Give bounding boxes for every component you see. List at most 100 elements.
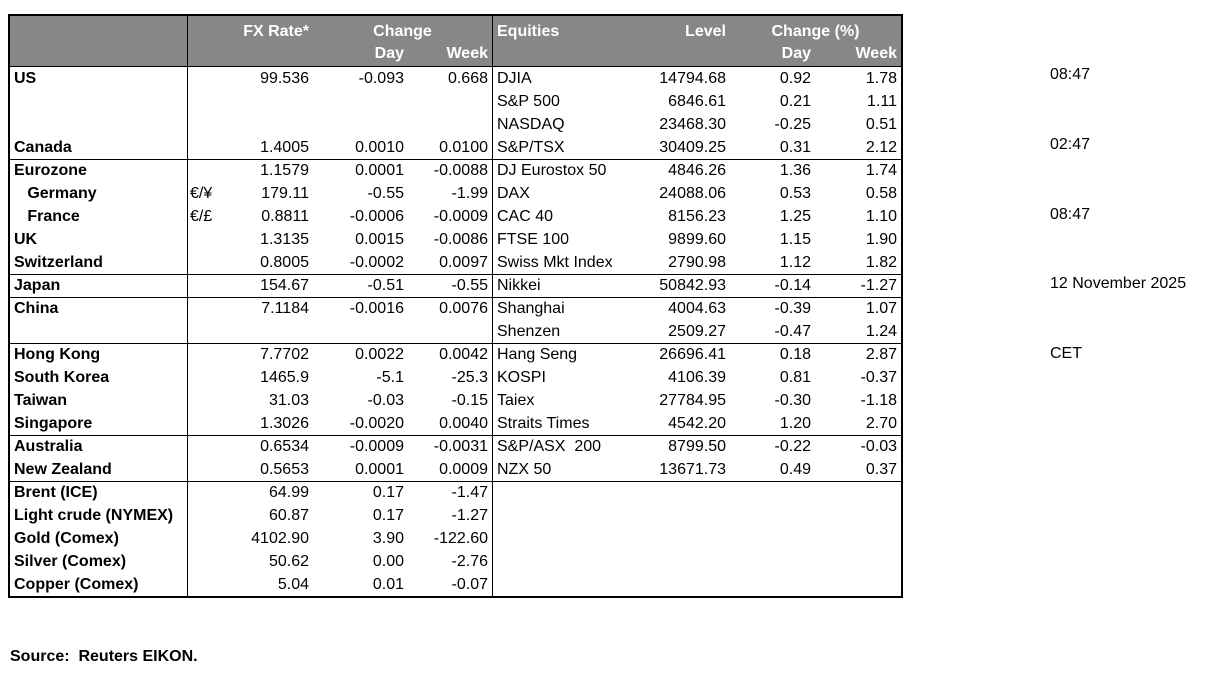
cell-eq-week: 1.78 [865,69,897,87]
cell-pair [188,228,217,251]
cell-level: 13671.73 [659,460,726,478]
cell-fx: 1.3026 [260,414,309,432]
cell-pair [188,436,217,458]
cell-level: 14794.68 [659,69,726,87]
cell-label: Copper (Comex) [10,573,188,596]
cell-pair [188,527,217,550]
cell-fx-week: -2.76 [451,552,488,570]
header-level-empty [636,42,730,66]
table-row: Eurozone 1.1579 0.0001 -0.0088 DJ Eurostox 5… [10,159,901,182]
cell-pair [188,504,217,527]
cell-level [636,504,730,527]
time-secondary: 02:47 [1050,136,1091,154]
cell-eq [492,573,636,596]
cell-fx-day: 0.17 [372,506,404,524]
cell-fx-day [313,113,408,136]
cell-fx-week: -0.0086 [433,230,488,248]
cell-pair [188,550,217,573]
cell-eq-day: 0.31 [779,138,811,156]
cell-eq: S&P 500 [492,90,636,113]
cell-eq-week: 2.12 [865,138,897,156]
table-row: Silver (Comex) 50.62 0.00 -2.76 [10,550,901,573]
cell-eq-day: 0.92 [779,69,811,87]
header-equities: Equities [492,16,636,42]
cell-fx: 0.8005 [260,253,309,271]
cell-fx-day: -0.0009 [349,438,404,455]
cell-label: Japan [10,275,188,297]
header-corner-cell-2 [10,42,188,66]
cell-level: 23468.30 [659,115,726,133]
cell-eq-week: 1.90 [865,230,897,248]
cell-level: 4106.39 [668,368,726,386]
cell-fx-week: -1.27 [451,506,488,524]
cell-fx: 1.1579 [260,162,309,179]
cell-label: Gold (Comex) [10,527,188,550]
cell-label: Light crude (NYMEX) [10,504,188,527]
cell-level: 4542.20 [668,414,726,432]
cell-fx-day: 0.0001 [355,162,404,179]
cell-eq-week [815,573,901,596]
cell-level: 4846.26 [668,162,726,179]
cell-fx: 1.4005 [260,138,309,156]
time-local: 08:47 [1050,66,1091,84]
cell-eq-day: 0.81 [779,368,811,386]
cell-fx-day: -0.0016 [349,300,404,317]
cell-fx-week: -1.99 [451,184,488,202]
cell-fx: 7.7702 [260,346,309,363]
cell-fx: 31.03 [268,391,309,409]
table-body: US 99.536 -0.093 0.668 DJIA 14794.68 0.92 1.78 S… [10,67,901,596]
cell-eq-day [730,550,815,573]
cell-eq: DAX [492,182,636,205]
cell-fx-week [408,113,492,136]
cell-eq: Shenzen [492,320,636,343]
table-row: Canada 1.4005 0.0010 0.0100 S&P/TSX 30409.25 0… [10,136,901,159]
cell-fx: 64.99 [268,484,309,501]
cell-level [636,550,730,573]
table-row: S&P 500 6846.61 0.21 1.11 [10,90,901,113]
cell-pair [188,344,217,366]
table-row: Singapore 1.3026 -0.0020 0.0040 Straits Time… [10,412,901,435]
cell-label [10,113,188,136]
cell-level: 27784.95 [659,391,726,409]
cell-level: 50842.93 [659,277,726,294]
cell-level: 24088.06 [659,184,726,202]
cell-eq: S&P/ASX 200 [492,436,636,458]
table-row: Australia 0.6534 -0.0009 -0.0031 S&P/ASX 200… [10,435,901,458]
cell-eq-day [730,527,815,550]
cell-label: US [10,67,188,90]
cell-eq-week: 0.51 [865,115,897,133]
cell-eq-day: -0.30 [774,391,811,409]
cell-fx-day: -5.1 [376,368,404,386]
cell-fx-week: 0.0100 [439,138,488,156]
cell-level: 26696.41 [659,346,726,363]
cell-fx-day: 0.0001 [355,460,404,478]
cell-fx: 0.6534 [260,438,309,455]
cell-fx-week: -0.0088 [433,162,488,179]
cell-pair [188,160,217,182]
header-change: Change [373,23,432,40]
cell-label: Eurozone [10,160,188,182]
timezone-label: CET [1050,344,1082,362]
cell-fx: 5.04 [277,575,309,593]
cell-eq-week: -0.03 [860,438,897,455]
cell-label: France [10,205,188,228]
cell-label: China [10,298,188,320]
cell-level: 2790.98 [668,253,726,271]
cell-eq-week: 1.24 [865,322,897,340]
cell-label: UK [10,228,188,251]
cell-fx: 0.8811 [261,207,309,225]
cell-eq-week: 1.07 [865,300,897,317]
table-row: Copper (Comex) 5.04 0.01 -0.07 [10,573,901,596]
table-row: Brent (ICE) 64.99 0.17 -1.47 [10,481,901,504]
cell-fx-day: 3.90 [372,529,404,547]
cell-eq [492,482,636,504]
cell-fx: 50.62 [268,552,309,570]
cell-eq-day [730,482,815,504]
header-level: Level [685,23,726,40]
cell-level: 6846.61 [668,92,726,110]
table-row: Light crude (NYMEX) 60.87 0.17 -1.27 [10,504,901,527]
cell-pair [188,275,217,297]
cell-fx-day: -0.093 [358,69,404,87]
cell-fx-day: -0.0020 [349,414,404,432]
table-row: Japan 154.67 -0.51 -0.55 Nikkei 50842.93 -0.14… [10,274,901,297]
